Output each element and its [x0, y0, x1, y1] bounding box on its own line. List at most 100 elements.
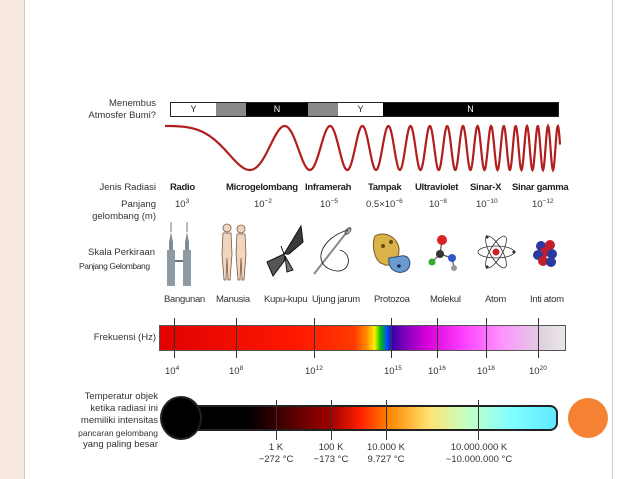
temperature-label-line5: yang paling besar [83, 439, 158, 450]
radiation-type-visible: Tampak [368, 182, 402, 193]
frequency-label: Frekuensi (Hz) [93, 332, 156, 343]
wavelength-exponent: −6 [395, 198, 403, 205]
scale-object-label: Protozoa [374, 294, 410, 305]
wavelength-value: 103 [175, 198, 189, 210]
wavelength-value: 0.5×10−6 [366, 198, 403, 210]
frequency-value: 1018 [477, 365, 495, 377]
wavelength-value: 10−5 [320, 198, 338, 210]
temperature-label: Temperatur objek ketika radiasi ini memi… [50, 391, 158, 451]
slide-right-border-line [612, 0, 613, 479]
orange-circle-decoration [568, 398, 608, 438]
scale-object-label: Manusia [216, 294, 250, 305]
wavelength-value: 10−12 [532, 198, 554, 210]
frequency-base: 10 [428, 366, 439, 377]
atmosphere-segment [171, 103, 216, 116]
temperature-label-line4: pancaran gelombang [78, 428, 158, 438]
frequency-base: 10 [529, 366, 540, 377]
radiation-type-label: Jenis Radiasi [99, 182, 157, 193]
wavelength-exponent: −10 [486, 198, 498, 205]
frequency-exponent: 8 [239, 365, 244, 372]
scale-object-label: Kupu-kupu [264, 294, 308, 305]
wavelength-label-line2: gelombang (m) [92, 211, 156, 222]
temperature-tick [276, 400, 277, 440]
wavelength-base: 0.5×10 [366, 199, 396, 210]
temperature-celsius: ~10.000.000 °C [445, 454, 513, 465]
temperature-label-item: 10.000.000 K ~10.000.000 °C [438, 442, 520, 466]
radiation-type-microwave: Microgelombang [226, 182, 298, 193]
scale-object-label: Ujung jarum [312, 294, 360, 305]
atmosphere-label-line2: Atmosfer Bumi? [88, 110, 156, 121]
frequency-tick [314, 318, 315, 358]
buildings-icon [167, 222, 191, 286]
wavelength-value: 10−10 [476, 198, 498, 210]
temperature-kelvin: 100 K [318, 442, 344, 453]
frequency-value: 104 [165, 365, 179, 377]
radiation-type-infrared: Inframerah [305, 182, 352, 193]
temperature-label-item: 10.000 K 9.727 °C [356, 442, 416, 466]
frequency-exponent: 15 [394, 365, 402, 372]
frequency-base: 10 [477, 366, 488, 377]
atom-icon [477, 235, 516, 269]
wavelength-exponent: 3 [185, 198, 190, 205]
atmosphere-segment-label: Y [190, 104, 197, 114]
nucleus-icon [533, 240, 557, 267]
atmosphere-segment [216, 103, 246, 116]
wavelength-exponent: −12 [542, 198, 554, 205]
wavelength-label: Panjang gelombang (m) [70, 199, 156, 223]
molecule-icon [428, 235, 457, 271]
wavelength-base: 10 [175, 199, 186, 210]
atmosphere-segment [383, 103, 558, 116]
temperature-label-item: 100 K −173 °C [306, 442, 356, 466]
temperature-label-item: 1 K −272 °C [251, 442, 301, 466]
scale-object-label: Inti atom [530, 294, 564, 305]
atmosphere-segment-label: Y [357, 104, 364, 114]
atmosphere-penetration-bar: Y N Y N [170, 102, 559, 117]
temperature-kelvin: 1 K [268, 442, 284, 453]
scale-object-label: Atom [485, 294, 506, 305]
electromagnetic-wave [165, 123, 562, 173]
atmosphere-segment [246, 103, 308, 116]
wavelength-base: 10 [532, 199, 543, 210]
wavelength-exponent: −8 [439, 198, 447, 205]
wavelength-base: 10 [429, 199, 440, 210]
wavelength-exponent: −5 [330, 198, 338, 205]
frequency-tick [437, 318, 438, 358]
scale-label-line1: Skala Perkiraan [88, 247, 156, 258]
temperature-kelvin: 10.000.000 K [450, 442, 508, 453]
radiation-type-xray: Sinar-X [470, 182, 502, 193]
needle-icon [313, 227, 352, 275]
frequency-base: 10 [305, 366, 316, 377]
wavelength-value: 10−8 [429, 198, 447, 210]
frequency-tick [538, 318, 539, 358]
frequency-value: 1015 [384, 365, 402, 377]
frequency-exponent: 16 [438, 365, 446, 372]
frequency-base: 10 [229, 366, 240, 377]
temperature-celsius: −173 °C [313, 454, 349, 465]
wavelength-label-line1: Panjang [121, 199, 156, 210]
temperature-kelvin: 10.000 K [366, 442, 406, 453]
frequency-spectrum-bar [159, 325, 566, 351]
frequency-exponent: 18 [487, 365, 495, 372]
radiation-type-ultraviolet: Ultraviolet [415, 182, 459, 193]
temperature-label-line3: memiliki intensitas [80, 415, 158, 426]
thermometer-tube [180, 405, 558, 431]
temperature-label-line2: ketika radiasi ini [90, 403, 158, 414]
temperature-celsius: 9.727 °C [367, 454, 405, 465]
atmosphere-segment [308, 103, 338, 116]
temperature-tick [478, 400, 479, 440]
frequency-value: 108 [229, 365, 243, 377]
temperature-tick [386, 400, 387, 440]
frequency-exponent: 12 [315, 365, 323, 372]
frequency-exponent: 4 [175, 365, 180, 372]
temperature-tick [331, 400, 332, 440]
temperature-label-line1: Temperatur objek [84, 391, 158, 402]
atmosphere-segment [338, 103, 383, 116]
frequency-value: 1016 [428, 365, 446, 377]
frequency-tick [486, 318, 487, 358]
frequency-tick [174, 318, 175, 358]
wavelength-base: 10 [254, 199, 265, 210]
frequency-tick [236, 318, 237, 358]
temperature-celsius: −272 °C [258, 454, 294, 465]
atmosphere-segment-label: N [273, 104, 281, 114]
atmosphere-label: Menembus Atmosfer Bumi? [70, 98, 156, 122]
